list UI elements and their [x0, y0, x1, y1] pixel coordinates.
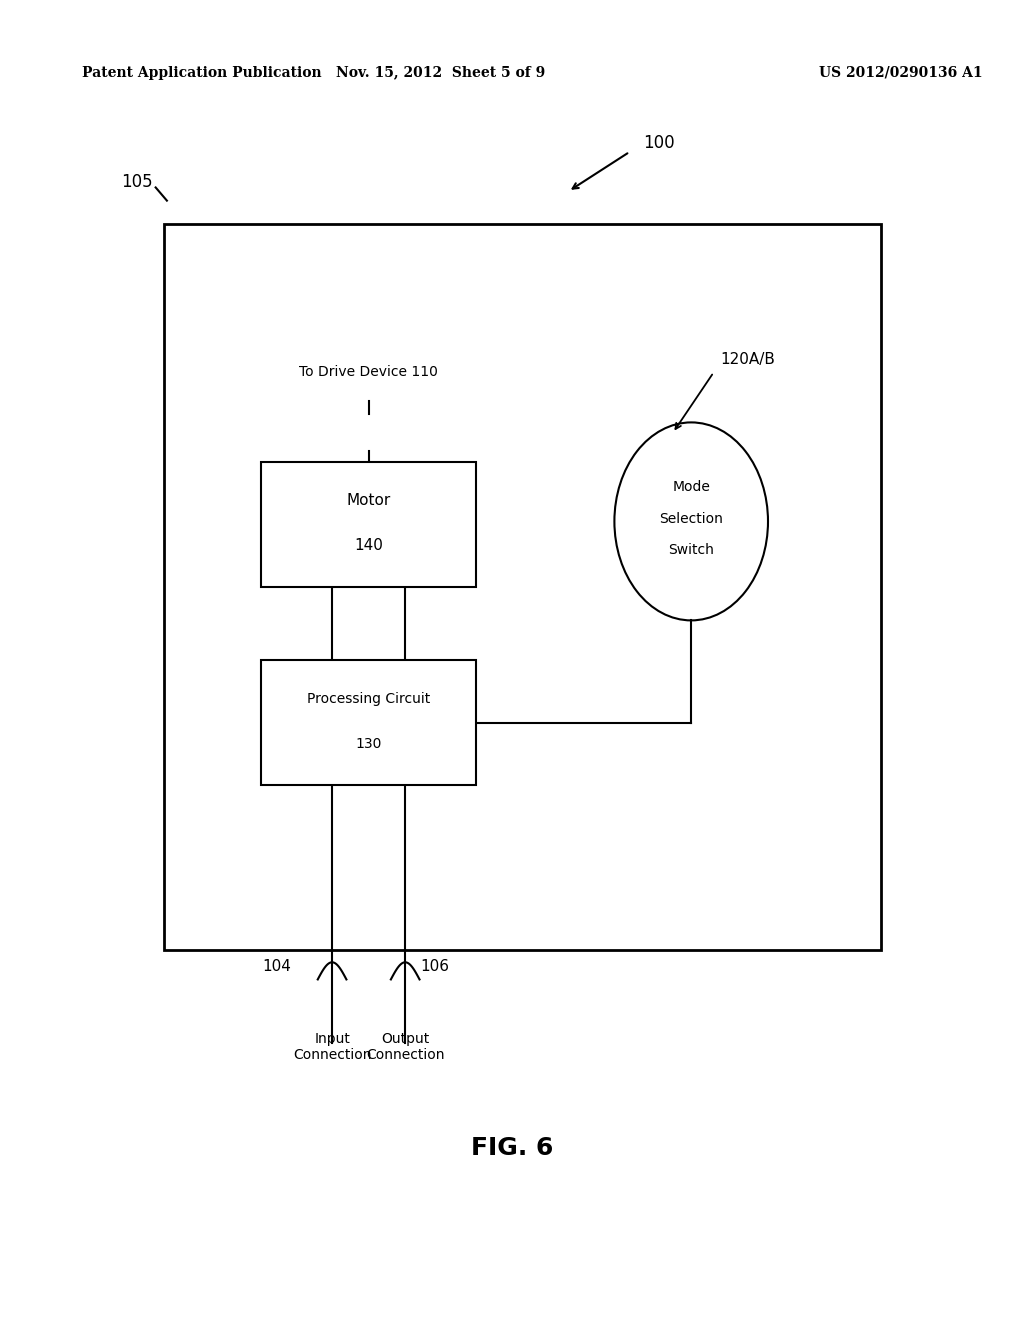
Text: To Drive Device 110: To Drive Device 110	[299, 366, 438, 379]
Text: Patent Application Publication: Patent Application Publication	[82, 66, 322, 79]
Text: Input
Connection: Input Connection	[293, 1032, 372, 1063]
Text: Motor: Motor	[346, 494, 391, 508]
Text: Mode: Mode	[673, 480, 710, 494]
Text: 130: 130	[355, 737, 382, 751]
Text: Nov. 15, 2012  Sheet 5 of 9: Nov. 15, 2012 Sheet 5 of 9	[336, 66, 545, 79]
Text: 105: 105	[121, 173, 153, 191]
Text: 120A/B: 120A/B	[720, 351, 775, 367]
Text: 100: 100	[643, 133, 675, 152]
Text: US 2012/0290136 A1: US 2012/0290136 A1	[819, 66, 983, 79]
Text: FIG. 6: FIG. 6	[471, 1137, 553, 1160]
FancyBboxPatch shape	[261, 660, 476, 785]
Text: 106: 106	[421, 958, 450, 974]
FancyBboxPatch shape	[164, 224, 881, 950]
FancyBboxPatch shape	[261, 462, 476, 587]
Text: Processing Circuit: Processing Circuit	[307, 692, 430, 706]
Text: Selection: Selection	[659, 512, 723, 525]
Text: 104: 104	[262, 958, 291, 974]
Text: Output
Connection: Output Connection	[366, 1032, 444, 1063]
Text: Switch: Switch	[669, 544, 714, 557]
Text: 140: 140	[354, 539, 383, 553]
